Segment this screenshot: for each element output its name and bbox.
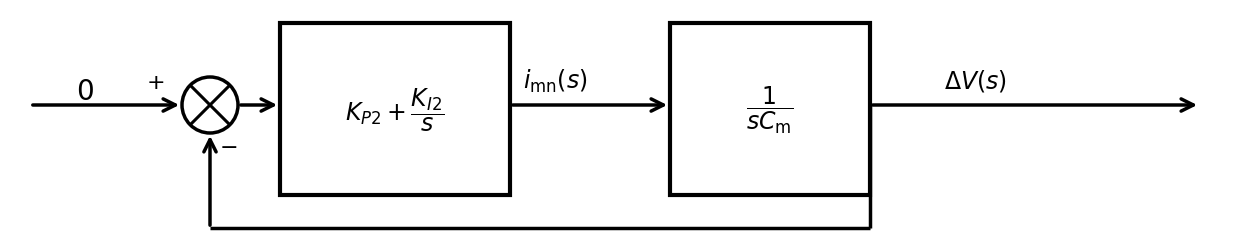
Bar — [670, 24, 870, 195]
Text: $0$: $0$ — [76, 79, 94, 106]
Bar — [280, 24, 510, 195]
Text: $\Delta V(s)$: $\Delta V(s)$ — [944, 68, 1006, 94]
Text: $\dfrac{1}{sC_{\mathrm{m}}}$: $\dfrac{1}{sC_{\mathrm{m}}}$ — [746, 84, 794, 135]
Text: $-$: $-$ — [219, 134, 237, 156]
Text: $+$: $+$ — [146, 72, 164, 94]
Text: $K_{P2}+\dfrac{K_{I2}}{s}$: $K_{P2}+\dfrac{K_{I2}}{s}$ — [346, 86, 445, 133]
Text: $i_{\mathrm{mn}}(s)$: $i_{\mathrm{mn}}(s)$ — [523, 67, 587, 94]
